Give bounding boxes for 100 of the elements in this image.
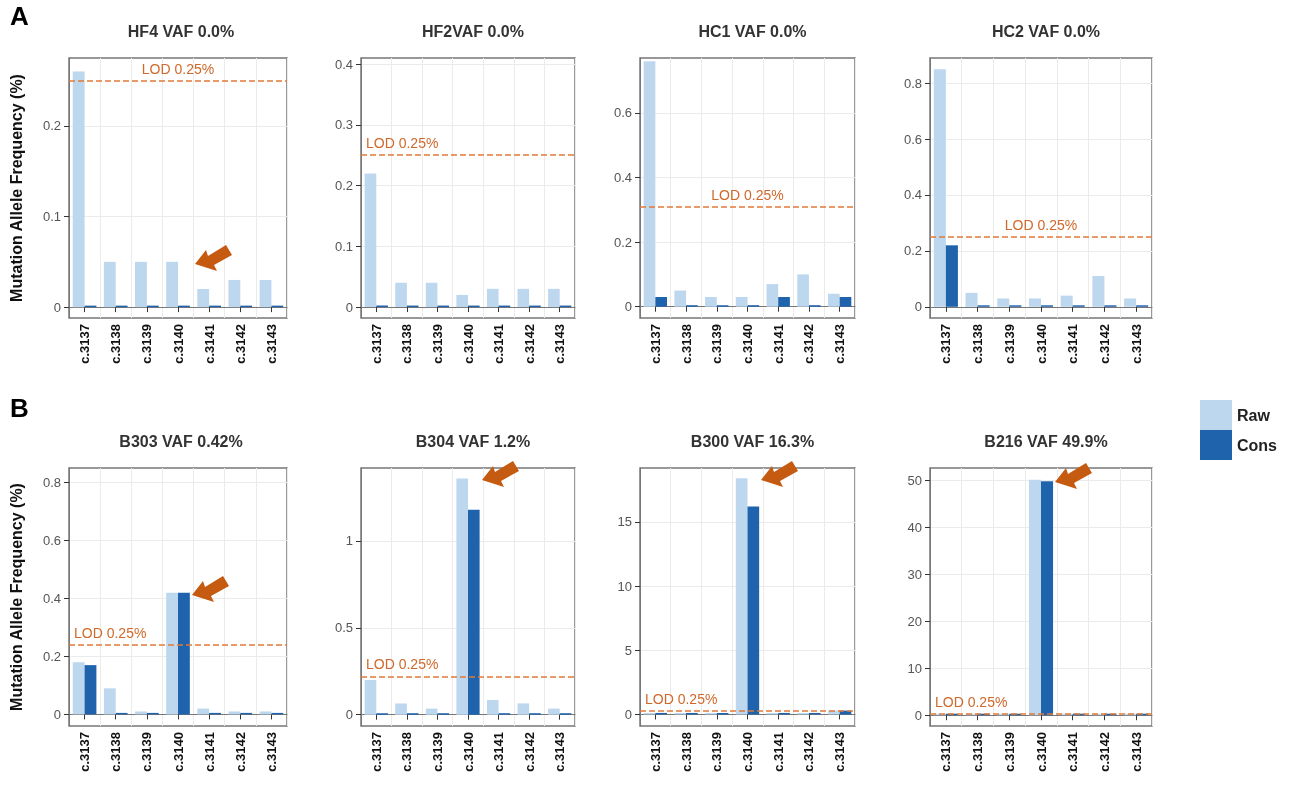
x-tick-label: c.3137: [647, 732, 663, 772]
x-tick-label: c.3137: [938, 732, 954, 772]
x-tick-label: c.3141: [770, 732, 786, 772]
x-tick-label: c.3138: [108, 324, 124, 364]
x-tick-label: c.3138: [678, 732, 694, 772]
chart-title: B216 VAF 49.9%: [984, 432, 1108, 450]
x-tick-label: c.3138: [399, 324, 415, 364]
x-tick-label: c.3139: [429, 324, 445, 364]
y-tick-label: 0.6: [903, 131, 922, 147]
x-tick-label: c.3139: [1001, 732, 1017, 772]
ref-line-label: LOD 0.25%: [935, 694, 1008, 711]
x-tick-label: c.3137: [77, 324, 93, 364]
legend-label: Cons: [1237, 436, 1278, 454]
x-tick-label: c.3140: [1033, 324, 1049, 364]
x-tick-label: c.3139: [429, 732, 445, 772]
x-tick-label: c.3137: [368, 732, 384, 772]
x-tick-label: c.3137: [938, 324, 954, 364]
x-tick-label: c.3141: [770, 324, 786, 364]
y-tick-label: 5: [624, 642, 632, 658]
y-tick-label: 0.5: [334, 620, 353, 636]
x-tick-label: c.3140: [740, 732, 755, 772]
y-tick-label: 0.8: [42, 474, 61, 490]
x-tick-label: c.3142: [521, 324, 537, 364]
x-tick-label: c.3138: [108, 732, 124, 772]
y-tick-label: 0.4: [903, 187, 922, 203]
y-tick-label: 0.2: [42, 118, 61, 134]
y-tick-label: 0.2: [903, 243, 922, 259]
ref-line-label: LOD 0.25%: [711, 186, 784, 203]
y-tick-label: 0.4: [42, 590, 61, 606]
y-tick-label: 30: [907, 566, 922, 582]
chart-title: B304 VAF 1.2%: [415, 432, 531, 450]
x-tick-label: c.3138: [399, 732, 415, 772]
y-tick-label: 0: [345, 707, 353, 723]
x-tick-label: c.3138: [970, 324, 986, 364]
x-tick-label: c.3141: [201, 732, 217, 772]
x-tick-label: c.3140: [740, 324, 755, 364]
y-tick-label: 0: [53, 706, 61, 722]
x-tick-label: c.3142: [801, 324, 817, 364]
y-tick-label: 10: [907, 660, 922, 676]
ref-line-label: LOD 0.25%: [366, 656, 439, 673]
y-tick-label: 0.1: [334, 238, 353, 254]
x-tick-label: c.3138: [970, 732, 986, 772]
y-tick-label: 0.4: [613, 170, 632, 185]
y-tick-label: 0: [345, 299, 353, 315]
ref-line-label: LOD 0.25%: [74, 624, 147, 641]
y-axis-title: Mutation Allele Frequency (%): [7, 483, 25, 711]
x-tick-label: c.3142: [1096, 732, 1112, 772]
x-tick-label: c.3143: [552, 732, 568, 772]
y-tick-label: 0.4: [334, 56, 353, 72]
chart-title: HC2 VAF 0.0%: [991, 22, 1101, 40]
x-tick-label: c.3142: [521, 732, 537, 772]
chart-title: B300 VAF 16.3%: [690, 432, 815, 450]
x-tick-label: c.3143: [832, 324, 848, 364]
chart-title: HC1 VAF 0.0%: [698, 22, 807, 40]
x-tick-label: c.3140: [170, 324, 186, 364]
y-tick-label: 0.6: [42, 532, 61, 548]
x-tick-label: c.3143: [1128, 732, 1144, 772]
x-tick-label: c.3141: [491, 324, 507, 364]
ref-line-label: LOD 0.25%: [1004, 216, 1078, 233]
y-tick-label: 0.1: [42, 209, 61, 225]
y-tick-label: 0.8: [903, 75, 922, 91]
x-tick-label: c.3142: [801, 732, 817, 772]
x-tick-label: c.3140: [1033, 732, 1049, 772]
x-tick-label: c.3142: [232, 324, 248, 364]
x-tick-label: c.3139: [709, 732, 725, 772]
x-tick-label: c.3141: [1065, 324, 1081, 364]
y-tick-label: 20: [907, 613, 922, 629]
x-tick-label: c.3143: [832, 732, 848, 772]
ref-line-label: LOD 0.25%: [645, 691, 718, 708]
x-tick-label: c.3137: [77, 732, 93, 772]
x-tick-label: c.3139: [139, 324, 155, 364]
x-tick-label: c.3139: [1001, 324, 1017, 364]
x-tick-label: c.3137: [647, 324, 663, 364]
y-tick-label: 1: [345, 533, 353, 549]
x-tick-label: c.3140: [170, 732, 186, 772]
x-tick-label: c.3141: [491, 732, 507, 772]
y-tick-label: 0.2: [613, 234, 632, 250]
y-tick-label: 0.3: [334, 117, 353, 133]
chart-title: HF4 VAF 0.0%: [127, 22, 235, 40]
text: A: [10, 1, 29, 31]
legend-label: Raw: [1237, 406, 1271, 424]
x-tick-label: c.3138: [678, 324, 694, 364]
y-tick-label: 15: [617, 514, 632, 530]
y-tick-label: 0: [624, 299, 632, 315]
x-tick-label: c.3137: [368, 324, 384, 364]
y-tick-label: 40: [907, 520, 922, 536]
x-tick-label: c.3143: [552, 324, 568, 364]
text: B: [10, 393, 29, 423]
y-tick-label: 0.6: [613, 105, 632, 121]
x-tick-label: c.3140: [460, 732, 476, 772]
ref-line-label: LOD 0.25%: [141, 60, 215, 77]
y-axis-title: Mutation Allele Frequency (%): [7, 74, 25, 302]
x-tick-label: c.3139: [709, 324, 725, 364]
x-tick-label: c.3141: [1065, 732, 1081, 772]
y-tick-label: 0.2: [334, 178, 353, 194]
chart-title: HF2VAF 0.0%: [422, 22, 524, 40]
x-tick-label: c.3139: [139, 732, 155, 772]
y-tick-label: 0: [914, 707, 922, 723]
x-tick-label: c.3142: [232, 732, 248, 772]
x-tick-label: c.3143: [1128, 324, 1144, 364]
